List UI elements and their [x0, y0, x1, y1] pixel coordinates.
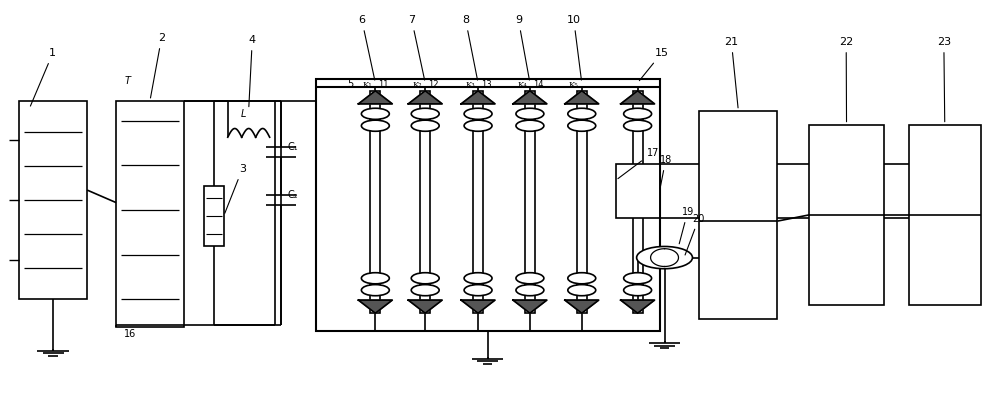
- Ellipse shape: [464, 273, 492, 284]
- Bar: [577, 91, 587, 313]
- Text: 20: 20: [685, 214, 705, 255]
- Polygon shape: [358, 300, 392, 313]
- Ellipse shape: [516, 285, 544, 296]
- Bar: [473, 91, 483, 313]
- Ellipse shape: [361, 285, 389, 296]
- Ellipse shape: [464, 120, 492, 131]
- Bar: [370, 91, 380, 313]
- Ellipse shape: [411, 273, 439, 284]
- Ellipse shape: [624, 285, 652, 296]
- Polygon shape: [513, 91, 547, 104]
- Text: 10: 10: [567, 15, 581, 80]
- Text: K₂: K₂: [413, 81, 422, 89]
- Polygon shape: [565, 300, 599, 313]
- Text: 5: 5: [347, 79, 353, 89]
- Ellipse shape: [568, 120, 596, 131]
- Ellipse shape: [464, 285, 492, 296]
- Polygon shape: [461, 91, 495, 104]
- Bar: [809, 124, 884, 305]
- Bar: [909, 124, 981, 305]
- Polygon shape: [621, 300, 655, 313]
- Text: 1: 1: [30, 48, 56, 106]
- Text: 13: 13: [481, 80, 492, 89]
- Circle shape: [637, 246, 692, 269]
- Ellipse shape: [411, 108, 439, 119]
- Text: 21: 21: [724, 37, 738, 108]
- Text: 17: 17: [618, 148, 659, 179]
- Text: 16: 16: [124, 329, 136, 339]
- Polygon shape: [358, 91, 392, 104]
- Ellipse shape: [568, 273, 596, 284]
- Ellipse shape: [568, 285, 596, 296]
- Text: T: T: [125, 76, 131, 86]
- Text: K₄: K₄: [517, 81, 527, 89]
- Text: L: L: [241, 109, 246, 119]
- Bar: [699, 111, 777, 319]
- Polygon shape: [513, 300, 547, 313]
- Text: 14: 14: [533, 80, 543, 89]
- Ellipse shape: [516, 273, 544, 284]
- Ellipse shape: [361, 108, 389, 119]
- Text: 23: 23: [937, 37, 951, 122]
- Ellipse shape: [624, 120, 652, 131]
- Ellipse shape: [516, 120, 544, 131]
- Text: 19: 19: [679, 207, 694, 244]
- Bar: [525, 91, 535, 313]
- Ellipse shape: [411, 285, 439, 296]
- Ellipse shape: [568, 108, 596, 119]
- Bar: [616, 164, 660, 218]
- Bar: [116, 101, 184, 327]
- Text: 15: 15: [639, 48, 669, 81]
- Text: 7: 7: [408, 15, 425, 80]
- Ellipse shape: [624, 273, 652, 284]
- Bar: [420, 91, 430, 313]
- Text: C₁: C₁: [288, 142, 298, 152]
- Polygon shape: [565, 91, 599, 104]
- Polygon shape: [408, 91, 442, 104]
- Text: K₅: K₅: [569, 81, 579, 89]
- Text: 9: 9: [515, 15, 529, 80]
- Bar: [316, 79, 660, 331]
- Polygon shape: [408, 300, 442, 313]
- Text: 2: 2: [150, 33, 165, 98]
- Text: K₃: K₃: [465, 81, 475, 89]
- Text: K₁: K₁: [363, 81, 372, 89]
- Text: 12: 12: [428, 80, 439, 89]
- Bar: [204, 186, 224, 246]
- Text: 4: 4: [249, 35, 256, 107]
- Ellipse shape: [361, 120, 389, 131]
- Ellipse shape: [624, 108, 652, 119]
- Text: 3: 3: [225, 164, 246, 213]
- Ellipse shape: [464, 108, 492, 119]
- Text: 11: 11: [378, 80, 389, 89]
- Polygon shape: [621, 91, 655, 104]
- Ellipse shape: [516, 108, 544, 119]
- Text: 8: 8: [462, 15, 478, 80]
- Text: 18: 18: [660, 155, 672, 188]
- Text: 22: 22: [839, 37, 853, 122]
- Text: 6: 6: [358, 15, 375, 80]
- Ellipse shape: [411, 120, 439, 131]
- Bar: [19, 101, 87, 299]
- Ellipse shape: [361, 273, 389, 284]
- Polygon shape: [461, 300, 495, 313]
- Text: C₂: C₂: [288, 190, 298, 200]
- Bar: [633, 91, 643, 313]
